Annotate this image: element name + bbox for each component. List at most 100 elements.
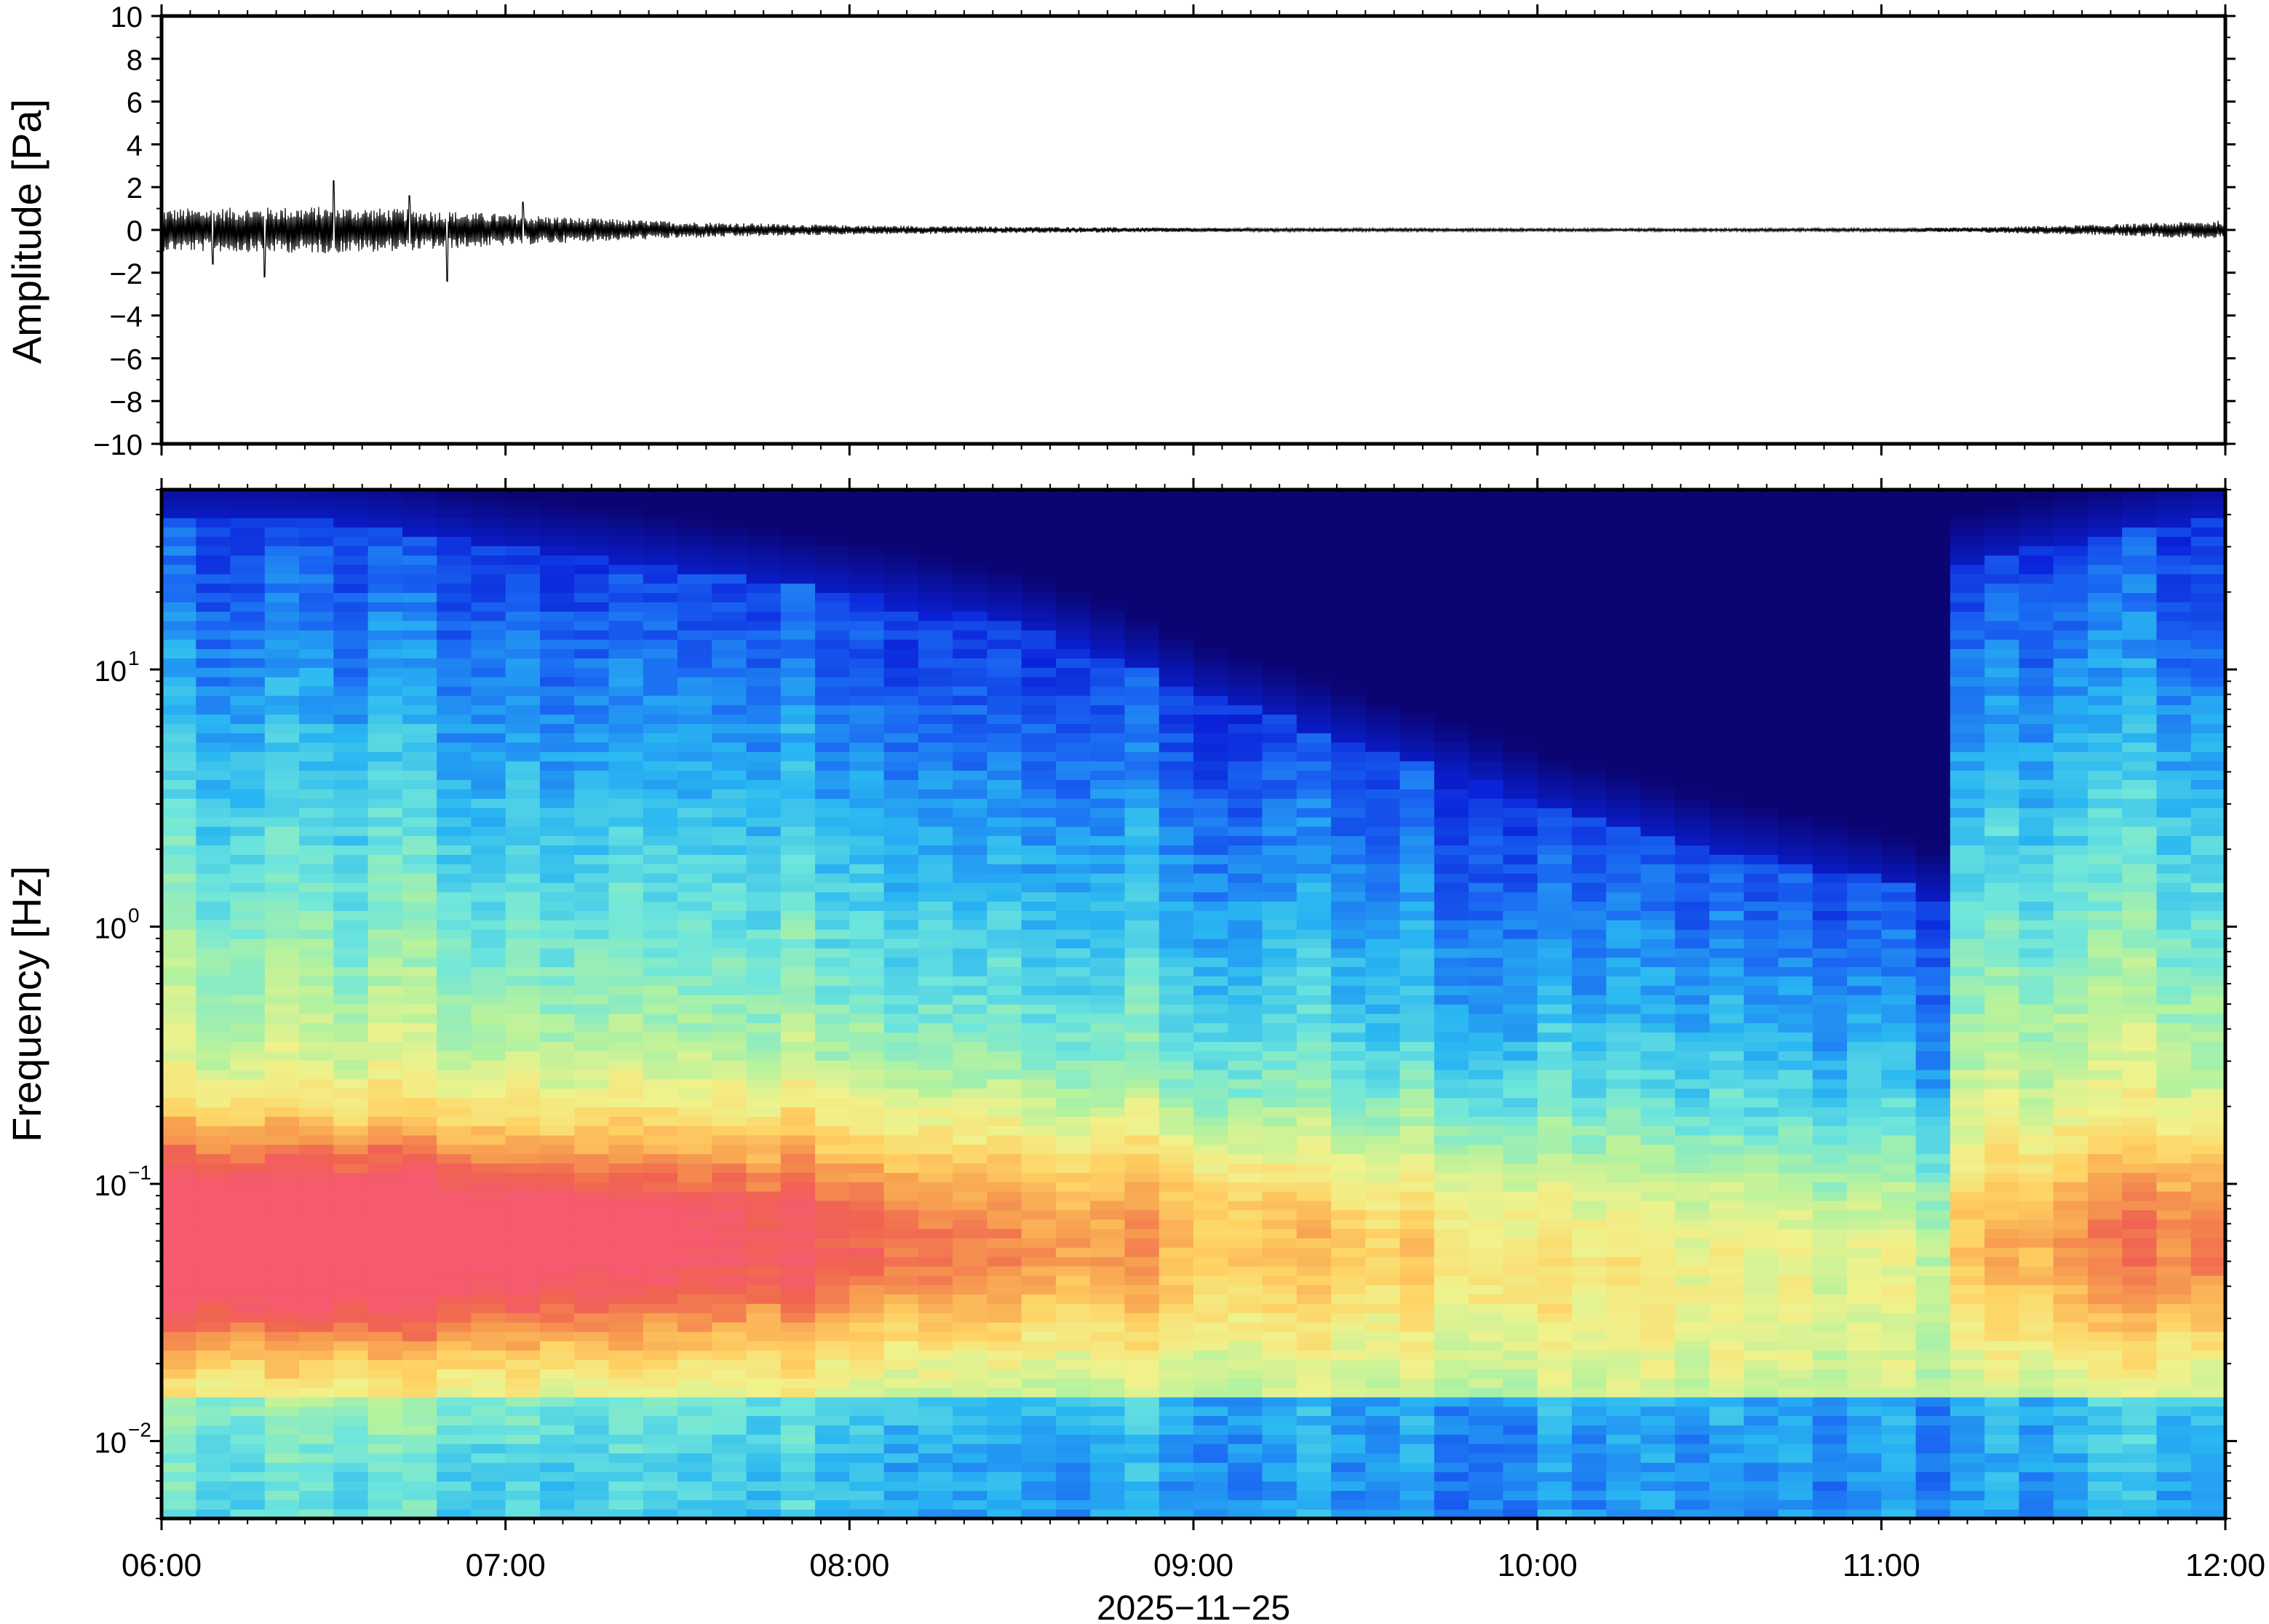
spectrogram-cell — [677, 798, 712, 808]
spectrogram-cell — [677, 573, 712, 584]
spectrogram-cell — [264, 1191, 300, 1201]
spectrogram-cell — [1399, 1322, 1435, 1332]
spectrogram-cell — [437, 517, 472, 528]
spectrogram-cell — [1262, 714, 1298, 724]
spectrogram-cell — [299, 1116, 334, 1126]
spectrogram-cell — [746, 1331, 782, 1342]
spectrogram-cell — [1571, 714, 1607, 724]
spectrogram-cell — [677, 864, 712, 874]
spectrogram-cell — [1193, 808, 1228, 818]
spectrogram-cell — [1090, 1191, 1126, 1201]
spectrogram-cell — [1296, 966, 1332, 977]
spectrogram-cell — [1606, 714, 1642, 724]
spectrogram-cell — [815, 648, 850, 658]
spectrogram-cell — [230, 1462, 266, 1473]
spectrogram-cell — [162, 966, 196, 977]
spectrogram-cell — [505, 1340, 541, 1351]
spectrogram-cell — [1228, 592, 1263, 602]
spectrogram-cell — [437, 1500, 472, 1510]
spectrogram-cell — [196, 957, 231, 968]
spectrogram-cell — [677, 583, 712, 593]
spectrogram-cell — [1606, 704, 1642, 715]
spectrogram-cell — [162, 1069, 196, 1080]
spectrogram-cell — [1399, 947, 1435, 958]
spectrogram-cell — [712, 1313, 747, 1323]
spectrogram-cell — [402, 677, 437, 687]
spectrogram-cell — [918, 639, 953, 650]
spectrogram-cell — [162, 985, 196, 995]
spectrogram-cell — [1090, 1425, 1126, 1435]
spectrogram-cell — [918, 1462, 953, 1473]
spectrogram-cell — [1021, 498, 1057, 509]
spectrogram-cell — [1503, 845, 1538, 855]
spectrogram-cell — [162, 1322, 196, 1332]
spectrogram-cell — [196, 1340, 231, 1351]
spectrogram-cell — [1469, 677, 1503, 687]
spectrogram-cell — [1021, 1182, 1057, 1192]
spectrogram-cell — [1228, 816, 1263, 827]
spectrogram-cell — [1399, 966, 1435, 977]
spectrogram-cell — [1090, 1331, 1126, 1342]
spectrogram-cell — [883, 751, 919, 762]
spectrogram-cell — [1365, 1088, 1401, 1099]
spectrogram-cell — [608, 1509, 644, 1518]
spectrogram-cell — [574, 592, 610, 602]
spectrogram-cell — [1503, 901, 1538, 912]
spectrogram-cell — [746, 583, 782, 593]
spectrogram-cell — [264, 1509, 300, 1518]
spectrogram-cell — [1606, 1406, 1642, 1417]
spectrogram-cell — [1331, 1257, 1366, 1267]
spectrogram-cell — [1055, 1219, 1091, 1230]
spectrogram-cell — [1124, 1481, 1160, 1492]
spectrogram-cell — [1434, 920, 1469, 930]
spectrogram-cell — [1090, 1088, 1126, 1099]
spectrogram-cell — [1365, 1107, 1401, 1117]
spectrogram-cell — [1159, 854, 1194, 864]
spectrogram-cell — [230, 882, 266, 893]
spectrogram-cell — [1399, 1509, 1435, 1518]
spectrogram-cell — [815, 1013, 850, 1024]
spectrogram-cell — [643, 592, 678, 602]
spectrogram-cell — [953, 779, 988, 789]
spectrogram-cell — [1090, 733, 1126, 743]
spectrogram-cell — [574, 1509, 610, 1518]
spectrogram-cell — [1399, 695, 1435, 706]
spectrogram-cell — [883, 882, 919, 893]
spectrogram-cell — [367, 1322, 403, 1332]
spectrogram-cell — [505, 704, 541, 715]
spectrogram-cell — [608, 1294, 644, 1304]
spectrogram-cell — [1469, 1022, 1503, 1033]
spectrogram-cell — [780, 1490, 816, 1500]
spectrogram-cell — [1571, 695, 1607, 706]
spectrogram-cell — [987, 1331, 1022, 1342]
spectrogram-cell — [1228, 564, 1263, 575]
spectrogram-cell — [1365, 1069, 1401, 1080]
spectrogram-cell — [953, 611, 988, 621]
spectrogram-cell — [1193, 1322, 1228, 1332]
spectrogram-cell — [608, 1275, 644, 1286]
spectrogram-cell — [987, 490, 1022, 500]
spectrogram-cell — [712, 835, 747, 846]
spectrogram-cell — [471, 517, 506, 528]
spectrogram-cell — [367, 957, 403, 968]
spectrogram-cell — [437, 1004, 472, 1014]
spectrogram-cell — [1159, 1359, 1194, 1369]
spectrogram-cell — [1331, 1369, 1366, 1379]
spectrogram-cell — [299, 1228, 334, 1238]
spectrogram-cell — [367, 779, 403, 789]
spectrogram-cell — [883, 1350, 919, 1361]
spectrogram-cell — [712, 1500, 747, 1510]
spectrogram-cell — [505, 854, 541, 864]
spectrogram-cell — [333, 1303, 369, 1313]
spectrogram-cell — [402, 1238, 437, 1248]
spectrogram-cell — [574, 620, 610, 631]
spectrogram-cell — [1537, 1500, 1573, 1510]
spectrogram-cell — [471, 1500, 506, 1510]
spectrogram-cell — [264, 1134, 300, 1145]
spectrogram-cell — [1021, 546, 1057, 556]
spectrogram-cell — [264, 1415, 300, 1426]
spectrogram-cell — [918, 1415, 953, 1426]
spectrogram-cell — [1434, 957, 1469, 968]
spectrogram-cell — [1159, 592, 1194, 602]
spectrogram-cell — [1228, 947, 1263, 958]
